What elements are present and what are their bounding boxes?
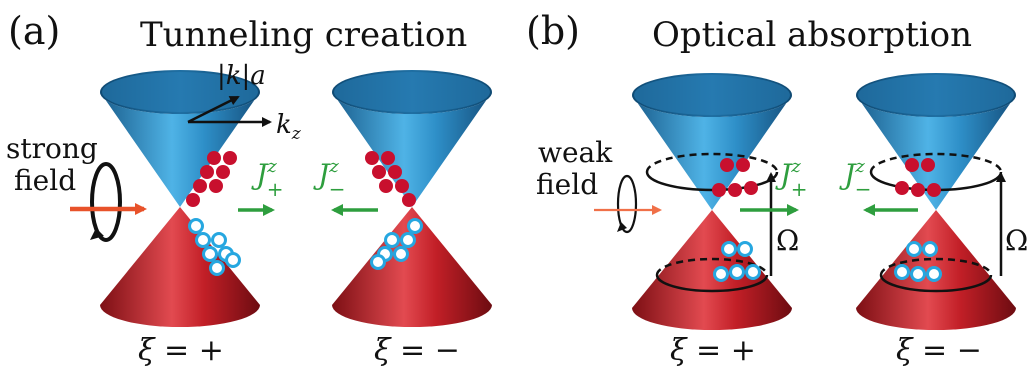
transition-label-minus: Ω — [1005, 224, 1028, 257]
current-label-plus-a: Jz + — [251, 156, 283, 201]
panel-b-label: (b) — [526, 9, 580, 53]
panel-b-title: Optical absorption — [652, 15, 972, 55]
cone-valley-plus-a — [100, 70, 260, 327]
field-label-weak-line2: field — [536, 168, 598, 201]
valley-label-minus-b: ξ = − — [896, 333, 982, 368]
valley-label-plus-b: ξ = + — [670, 333, 756, 368]
holes-valley-plus-a — [188, 218, 241, 276]
panel-a-title: Tunneling creation — [140, 15, 467, 55]
valley-label-minus-a: ξ = − — [374, 333, 460, 368]
electrons-valley-minus-a — [365, 151, 416, 207]
panel-a: (a) Tunneling creation |k|a kz — [6, 9, 492, 368]
field-label-weak-line1: weak — [538, 136, 613, 169]
circular-polarization-icon — [616, 174, 638, 234]
current-label-plus-b: Jz + — [775, 156, 807, 201]
panel-a-label: (a) — [8, 9, 60, 53]
valley-label-plus-a: ξ = + — [138, 333, 224, 368]
current-label-minus-b: Jz − — [839, 156, 871, 201]
panel-b: (b) Optical absorption — [526, 9, 1028, 368]
electrons-valley-plus-b — [712, 158, 758, 197]
electrons-valley-plus-a — [186, 151, 237, 207]
transition-label-plus: Ω — [776, 224, 799, 257]
field-label-strong-line2: field — [14, 164, 76, 197]
circular-polarization-icon — [90, 162, 122, 242]
momentum-axes: |k|a kz — [187, 61, 302, 144]
holes-valley-plus-b — [713, 241, 761, 282]
resonance-ring-lower-plus — [655, 257, 769, 293]
field-label-strong-line1: strong — [6, 132, 98, 165]
holes-valley-minus-b — [894, 241, 942, 282]
axis-label-kz: kz — [276, 110, 302, 144]
resonance-ring-lower-minus — [879, 257, 993, 293]
current-label-minus-a: Jz − — [313, 156, 345, 201]
electrons-valley-minus-b — [895, 158, 941, 197]
axis-label-k: |k|a — [217, 61, 266, 91]
holes-valley-minus-a — [370, 218, 423, 270]
